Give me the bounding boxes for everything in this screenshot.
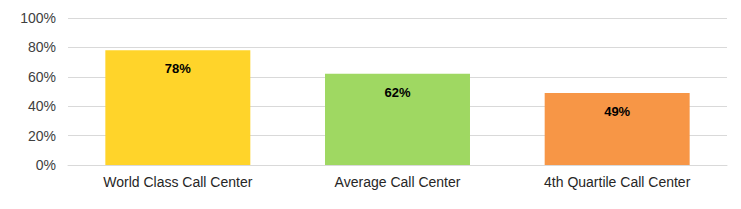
svg-text:62%: 62% bbox=[384, 85, 410, 100]
svg-text:49%: 49% bbox=[604, 104, 630, 119]
svg-text:80%: 80% bbox=[28, 39, 56, 55]
svg-text:World Class Call Center: World Class Call Center bbox=[103, 174, 252, 190]
svg-text:0%: 0% bbox=[36, 157, 56, 173]
svg-text:100%: 100% bbox=[20, 10, 56, 26]
svg-text:4th Quartile Call Center: 4th Quartile Call Center bbox=[544, 174, 691, 190]
svg-text:Average Call Center: Average Call Center bbox=[335, 174, 461, 190]
svg-text:40%: 40% bbox=[28, 98, 56, 114]
svg-text:20%: 20% bbox=[28, 128, 56, 144]
svg-text:60%: 60% bbox=[28, 69, 56, 85]
svg-text:78%: 78% bbox=[165, 61, 191, 76]
